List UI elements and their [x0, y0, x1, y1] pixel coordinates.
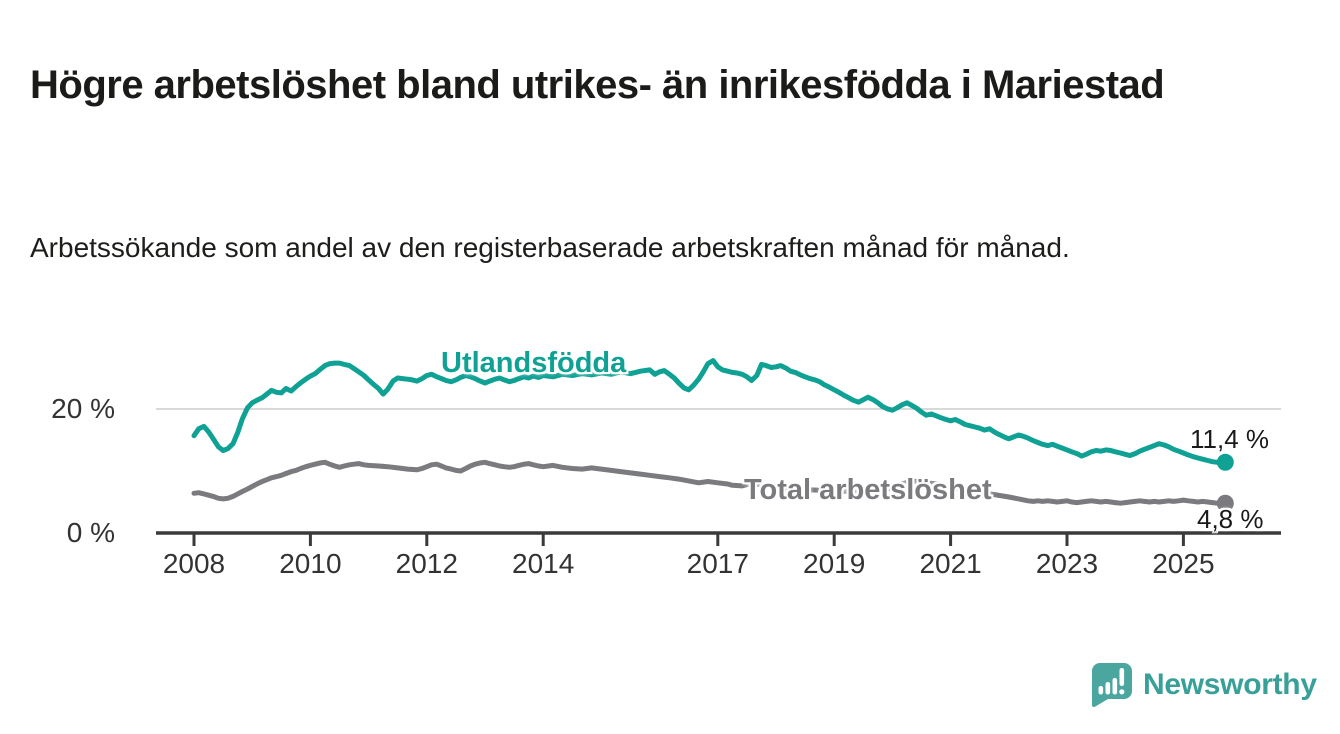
series-line-total-arbetsloshet — [191, 459, 1228, 506]
series-end-dot-total-arbetsloshet — [1216, 494, 1234, 512]
x-tick-label-2012: 2012 — [395, 548, 458, 579]
x-tick-label-2021: 2021 — [919, 548, 982, 579]
series-label-utlandsfodda: Utlandsfödda — [441, 347, 627, 379]
newsworthy-wordmark: Newsworthy — [1143, 667, 1317, 701]
y-axis-label-0: 0 % — [66, 517, 115, 548]
y-axis-label-20: 20 % — [51, 393, 115, 424]
logo-bar-1 — [1098, 686, 1104, 695]
end-value-label-utlandsfodda: 11,4 % — [1190, 424, 1270, 454]
page-title: Högre arbetslöshet bland utrikes- än inr… — [30, 62, 1165, 107]
newsworthy-logo-icon — [1092, 663, 1132, 707]
logo-exclamation-dot — [1119, 689, 1125, 695]
x-tick-label-2008: 2008 — [162, 548, 226, 579]
logo-speech-bubble — [1092, 663, 1132, 707]
logo-bar-2 — [1105, 682, 1111, 695]
newsworthy-brand: Newsworthy — [1087, 661, 1317, 708]
x-tick-label-2025: 2025 — [1152, 548, 1215, 579]
x-tick-label-2017: 2017 — [686, 548, 749, 579]
end-value-label-total: 4,8 % — [1197, 504, 1264, 534]
page-subtitle: Arbetssökande som andel av den registerb… — [30, 232, 1070, 263]
x-tick-label-2014: 2014 — [512, 548, 575, 579]
series-line-utlandsfodda — [191, 358, 1228, 465]
x-tick-label-2010: 2010 — [279, 548, 342, 579]
series-end-dot-utlandsfodda — [1216, 453, 1234, 471]
series-label-total-arbetsloshet: Total arbetslöshet — [744, 474, 992, 506]
logo-bar-3 — [1112, 678, 1118, 695]
x-tick-label-2019: 2019 — [803, 548, 866, 579]
x-tick-label-2023: 2023 — [1035, 548, 1099, 579]
logo-exclamation-bar — [1119, 668, 1125, 686]
